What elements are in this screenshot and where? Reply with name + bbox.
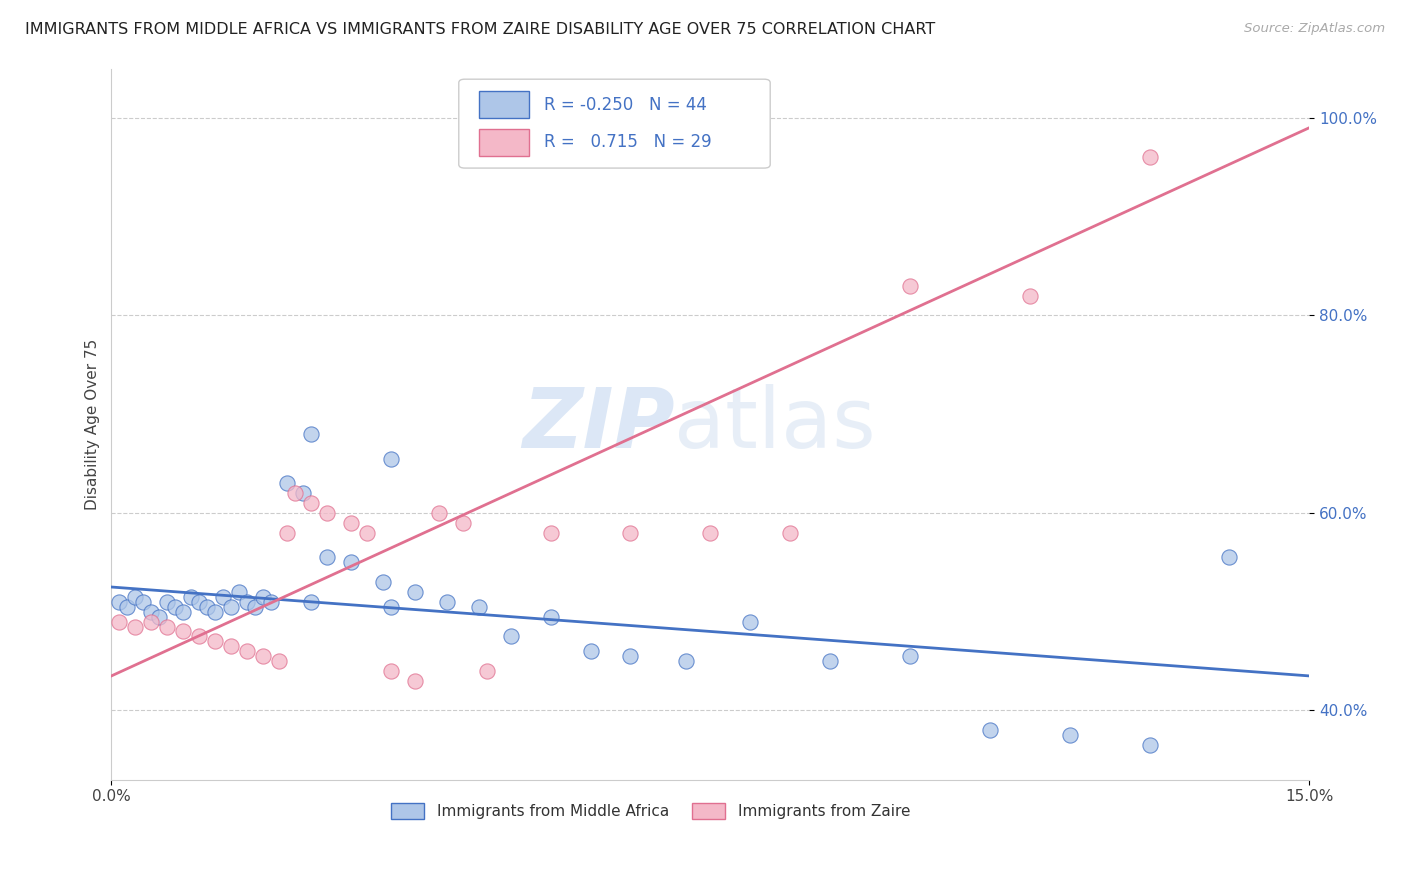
Point <box>316 506 339 520</box>
Point <box>467 599 489 614</box>
Point <box>579 644 602 658</box>
Point <box>380 451 402 466</box>
Point <box>404 673 426 688</box>
Point <box>148 609 170 624</box>
Point <box>499 629 522 643</box>
Point <box>117 599 139 614</box>
Point <box>371 575 394 590</box>
Point <box>299 426 322 441</box>
Point <box>252 590 274 604</box>
Point <box>404 585 426 599</box>
Point <box>356 525 378 540</box>
Text: atlas: atlas <box>675 384 876 465</box>
Point <box>699 525 721 540</box>
Point <box>236 595 259 609</box>
Point <box>540 609 562 624</box>
Point <box>340 555 363 569</box>
Point <box>292 486 315 500</box>
Point <box>979 723 1001 738</box>
Point <box>141 615 163 629</box>
Point <box>1018 288 1040 302</box>
Point <box>619 649 641 664</box>
Point <box>165 599 187 614</box>
Point <box>132 595 155 609</box>
Point <box>172 624 194 639</box>
Point <box>1218 550 1240 565</box>
Point <box>380 599 402 614</box>
Point <box>898 649 921 664</box>
Point <box>204 605 226 619</box>
Point <box>898 278 921 293</box>
Point <box>1139 150 1161 164</box>
Text: ZIP: ZIP <box>522 384 675 465</box>
Point <box>269 654 291 668</box>
Point <box>427 506 450 520</box>
Point <box>1139 738 1161 752</box>
Point <box>436 595 458 609</box>
Point <box>108 595 131 609</box>
Point <box>675 654 697 668</box>
Point <box>108 615 131 629</box>
Point <box>124 619 146 633</box>
Point <box>156 619 179 633</box>
Point <box>172 605 194 619</box>
Point <box>451 516 474 530</box>
Point <box>260 595 283 609</box>
Point <box>141 605 163 619</box>
Point <box>340 516 363 530</box>
Point <box>219 640 242 654</box>
Legend: Immigrants from Middle Africa, Immigrants from Zaire: Immigrants from Middle Africa, Immigrant… <box>385 797 917 825</box>
Point <box>124 590 146 604</box>
Point <box>540 525 562 540</box>
Point <box>779 525 801 540</box>
FancyBboxPatch shape <box>479 129 530 156</box>
Point <box>284 486 307 500</box>
Point <box>299 496 322 510</box>
Point <box>180 590 202 604</box>
Text: IMMIGRANTS FROM MIDDLE AFRICA VS IMMIGRANTS FROM ZAIRE DISABILITY AGE OVER 75 CO: IMMIGRANTS FROM MIDDLE AFRICA VS IMMIGRA… <box>25 22 935 37</box>
Point <box>188 629 211 643</box>
FancyBboxPatch shape <box>479 91 530 119</box>
Point <box>818 654 841 668</box>
Point <box>1059 728 1081 742</box>
Text: Source: ZipAtlas.com: Source: ZipAtlas.com <box>1244 22 1385 36</box>
Point <box>380 664 402 678</box>
Point <box>188 595 211 609</box>
Point <box>475 664 498 678</box>
Point <box>156 595 179 609</box>
Y-axis label: Disability Age Over 75: Disability Age Over 75 <box>86 338 100 509</box>
Point <box>236 644 259 658</box>
FancyBboxPatch shape <box>458 79 770 168</box>
Point <box>619 525 641 540</box>
Point <box>243 599 266 614</box>
Text: R =   0.715   N = 29: R = 0.715 N = 29 <box>544 134 711 152</box>
Point <box>195 599 218 614</box>
Point <box>228 585 250 599</box>
Point <box>740 615 762 629</box>
Point <box>316 550 339 565</box>
Point <box>299 595 322 609</box>
Point <box>204 634 226 648</box>
Text: R = -0.250   N = 44: R = -0.250 N = 44 <box>544 95 707 114</box>
Point <box>219 599 242 614</box>
Point <box>276 476 298 491</box>
Point <box>276 525 298 540</box>
Point <box>212 590 235 604</box>
Point <box>252 649 274 664</box>
